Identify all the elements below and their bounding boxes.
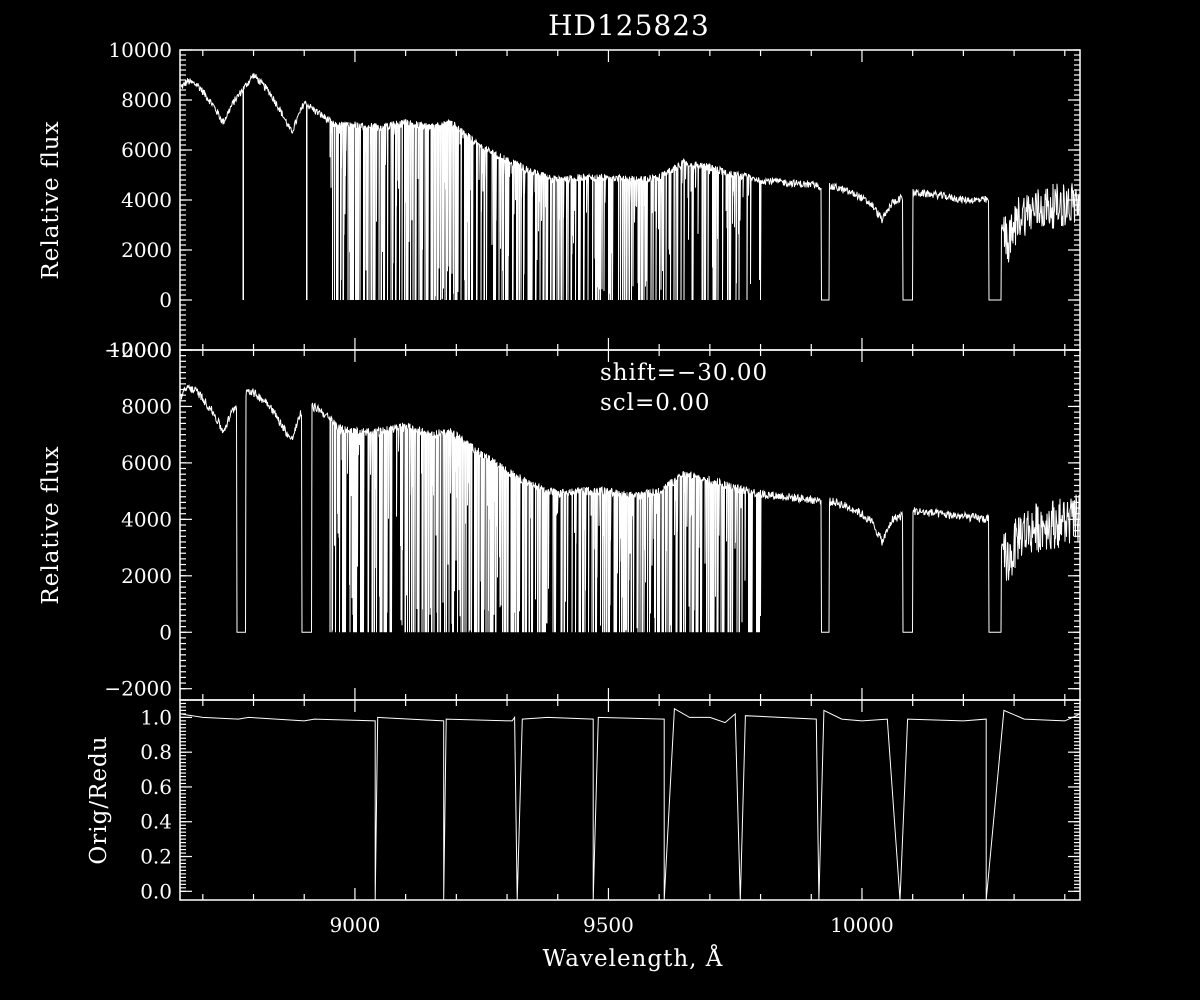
panel-middle-ylabel: Relative flux bbox=[38, 445, 64, 604]
y-tick-label: 10000 bbox=[108, 338, 172, 362]
panel-middle-flux: −2000 0 2000 4000 6000 8000 10000 Relative flu… bbox=[38, 338, 1081, 701]
panel-middle-y-axis: −2000 0 2000 4000 6000 8000 10000 bbox=[104, 338, 1080, 701]
y-tick-label: 8000 bbox=[121, 88, 172, 112]
y-tick-label: 6000 bbox=[121, 451, 172, 475]
y-tick-label: 6000 bbox=[121, 138, 172, 162]
panel-top-spectrum-line bbox=[180, 73, 1080, 301]
y-tick-label: 2000 bbox=[121, 564, 172, 588]
x-tick-label: 9500 bbox=[583, 913, 634, 937]
y-tick-label: 0.8 bbox=[140, 740, 172, 764]
panel-top-y-axis: −2000 0 2000 4000 6000 8000 10000 bbox=[104, 38, 1080, 362]
panel-top-ylabel: Relative flux bbox=[38, 120, 64, 279]
y-tick-label: 0 bbox=[159, 288, 172, 312]
panel-top-x-ticks bbox=[202, 50, 1066, 350]
y-tick-label: −2000 bbox=[104, 677, 172, 701]
panel-top-flux: −2000 0 2000 4000 6000 8000 10000 Relative flu… bbox=[38, 38, 1081, 362]
y-tick-label: 0.2 bbox=[140, 845, 172, 869]
scale-annotation: scl=0.00 bbox=[600, 390, 711, 416]
panel-bottom-ratio: 0.0 0.2 0.4 0.6 0.8 1.0 9000 9500 10000 Orig/Re… bbox=[86, 699, 1081, 937]
y-tick-label: 1.0 bbox=[140, 705, 172, 729]
y-tick-label: 4000 bbox=[121, 188, 172, 212]
y-tick-label: 4000 bbox=[121, 507, 172, 531]
y-tick-label: 2000 bbox=[121, 238, 172, 262]
panel-bottom-frame bbox=[179, 699, 1081, 901]
shift-annotation: shift=−30.00 bbox=[600, 360, 768, 386]
x-tick-label: 9000 bbox=[329, 913, 380, 937]
panel-bottom-x-axis: 9000 9500 10000 bbox=[202, 700, 1066, 937]
x-tick-label: 10000 bbox=[830, 913, 894, 937]
panel-bottom-ratio-line bbox=[179, 707, 1081, 901]
y-tick-label: 0.0 bbox=[140, 879, 172, 903]
panel-bottom-ylabel: Orig/Redu bbox=[86, 735, 112, 864]
y-tick-label: 0 bbox=[159, 620, 172, 644]
panel-bottom-y-axis: 0.0 0.2 0.4 0.6 0.8 1.0 bbox=[140, 699, 1080, 903]
y-tick-label: 0.6 bbox=[140, 775, 172, 799]
y-tick-label: 0.4 bbox=[140, 810, 172, 834]
y-tick-label: −2000 bbox=[104, 338, 172, 362]
panel-middle-spectrum-line bbox=[180, 384, 1080, 633]
y-tick-label: 8000 bbox=[121, 394, 172, 418]
x-axis-label: Wavelength, Å bbox=[543, 944, 724, 972]
panel-middle-x-ticks bbox=[202, 350, 1066, 700]
y-tick-label: 10000 bbox=[108, 38, 172, 62]
chart-title: HD125823 bbox=[548, 9, 710, 42]
